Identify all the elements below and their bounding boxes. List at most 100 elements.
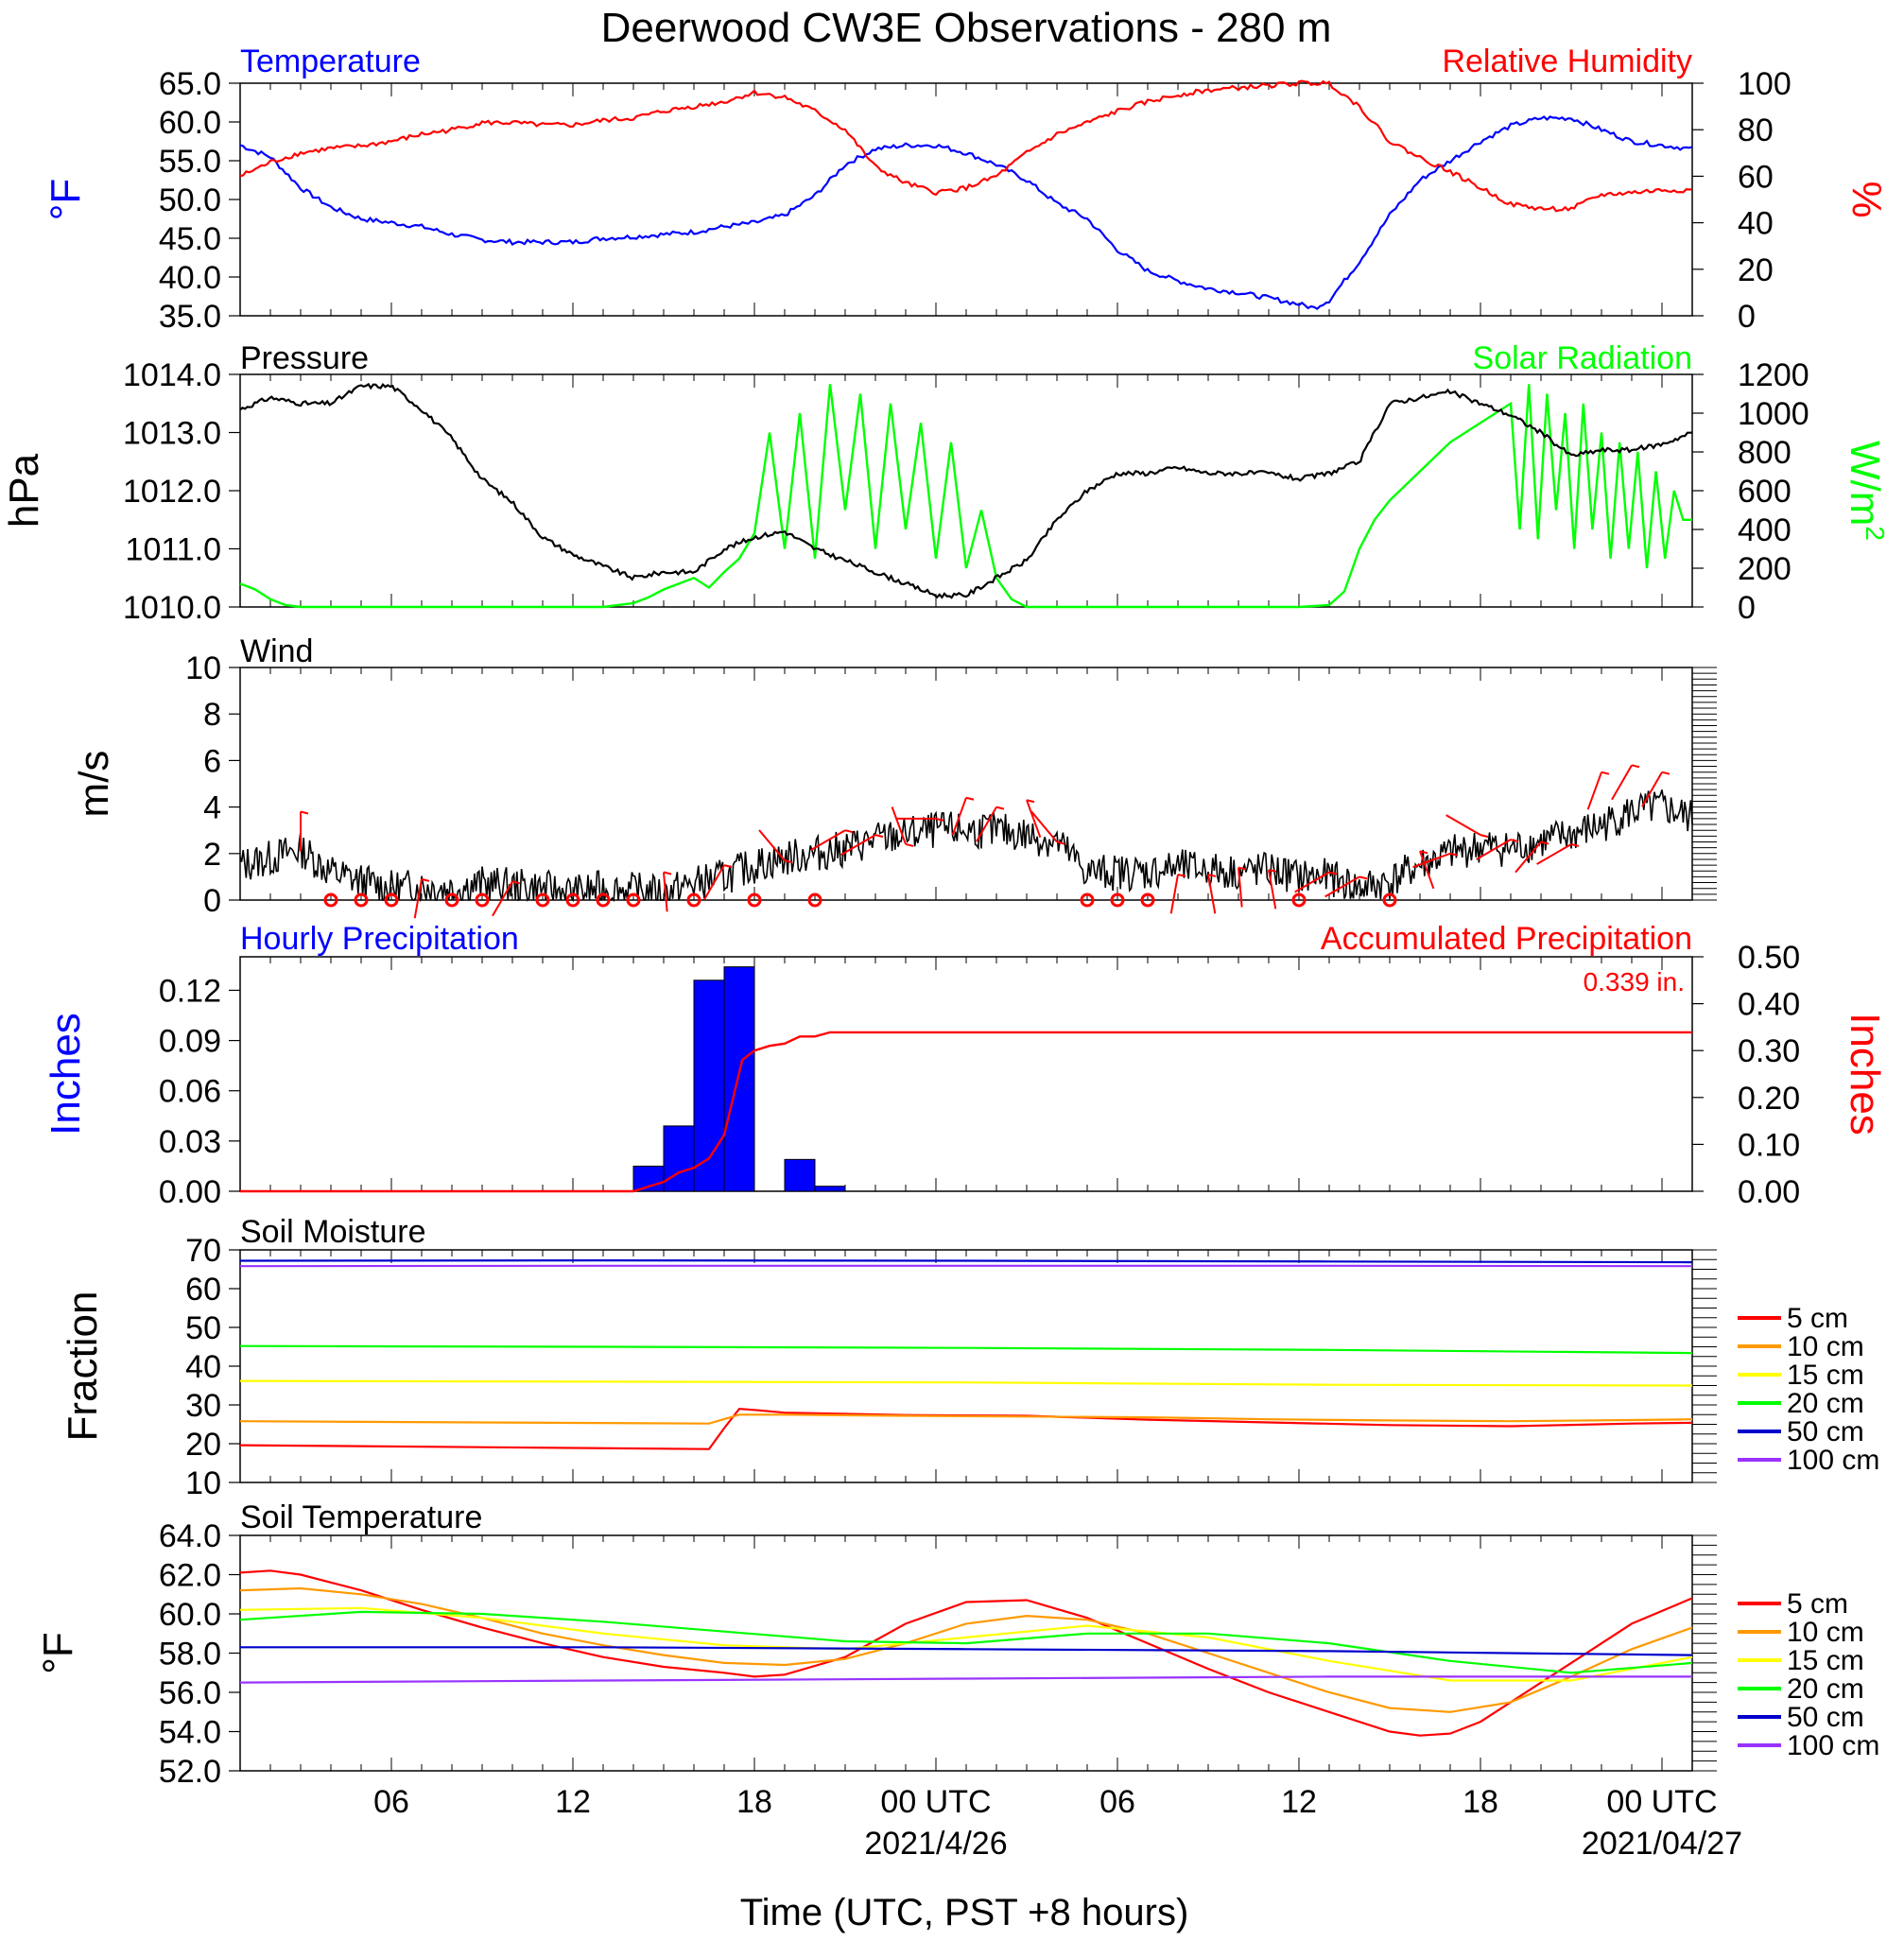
calm-marker — [384, 893, 399, 908]
calm-marker — [1080, 893, 1095, 908]
y-axis-label-left: °F — [43, 179, 89, 220]
series-line-solar — [239, 384, 1692, 609]
y-tick-label: 0.09 — [159, 1024, 221, 1060]
y-tick-label: 40.0 — [159, 260, 221, 296]
y-axis-label-left: hPa — [1, 453, 47, 528]
wind-barb-flag — [1238, 866, 1247, 871]
wind-barb-flag — [1026, 799, 1035, 804]
wind-barb-flag — [784, 859, 793, 864]
y-tick-label: 35.0 — [159, 299, 221, 335]
y-tick-label: 30 — [185, 1388, 221, 1424]
legend-label: 50 cm — [1787, 1416, 1864, 1447]
x-tick-label: 12 — [1281, 1784, 1317, 1820]
precip-bar — [723, 966, 755, 1192]
x-tick-label: 00 UTC — [1606, 1784, 1717, 1820]
legend-label: 100 cm — [1787, 1445, 1879, 1476]
wind-barb — [703, 864, 725, 900]
wind-barb — [492, 880, 513, 917]
series-line-accumulated — [240, 1031, 1692, 1193]
panel-pressure-solar: 1010.0 1011.0 1012.0 1013.0 1014.0 0200400600… — [1, 340, 1890, 626]
calm-marker — [444, 893, 459, 908]
y-tick-label: 0.06 — [159, 1074, 221, 1110]
x-date-label: 2021/4/26 — [864, 1826, 1007, 1862]
series-line-50-cm — [239, 1258, 1693, 1264]
x-tick-label: 06 — [1099, 1784, 1135, 1820]
calm-marker — [354, 893, 369, 908]
calm-marker — [565, 893, 580, 908]
wind-barb-flag — [1601, 771, 1610, 775]
legend-label: 5 cm — [1787, 1303, 1848, 1334]
plot-frame — [239, 667, 1693, 901]
panel-left-title: Soil Moisture — [240, 1214, 426, 1250]
wind-barb-flag — [995, 806, 1005, 810]
y-tick-label: 60.0 — [159, 1597, 221, 1633]
x-date-label: 2021/04/27 — [1582, 1826, 1742, 1862]
y-tick-label-right: 400 — [1738, 512, 1791, 548]
y-tick-label: 58.0 — [159, 1637, 221, 1672]
y-tick-label: 1014.0 — [123, 357, 221, 393]
y-tick-label: 54.0 — [159, 1715, 221, 1751]
y-tick-label: 0.00 — [159, 1174, 221, 1210]
y-tick-label-right: 0.10 — [1738, 1127, 1800, 1163]
y-tick-label-right: 0.00 — [1738, 1174, 1800, 1210]
x-tick-label: 12 — [555, 1784, 591, 1820]
y-tick-label: 0.03 — [159, 1124, 221, 1160]
wind-barb-flag — [905, 842, 914, 847]
panels: 35.040.045.050.055.060.065.0020406080100… — [1, 43, 1890, 1790]
y-axis-label-left: °F — [35, 1632, 81, 1673]
wind-barb-flag — [874, 834, 884, 839]
series-line-50-cm — [240, 1646, 1693, 1656]
calm-marker — [807, 893, 822, 908]
calm-marker — [596, 893, 611, 908]
y-tick-label-right: 0.50 — [1738, 940, 1800, 976]
wind-barb — [1611, 764, 1633, 801]
calm-marker — [1140, 893, 1155, 908]
y-tick-label-right: 0.40 — [1738, 987, 1800, 1023]
panel-temperature-humidity: 35.040.045.050.055.060.065.0 0 20 40 60 80 100… — [43, 43, 1890, 335]
legend-label: 10 cm — [1787, 1617, 1864, 1648]
y-tick-label: 52.0 — [159, 1754, 221, 1790]
y-tick-label-right: 100 — [1738, 66, 1791, 102]
series-line-wind — [239, 789, 1693, 903]
y-tick-label: 60 — [185, 1272, 221, 1308]
wind-barb — [413, 878, 423, 919]
y-tick-label-right: 0.20 — [1738, 1081, 1800, 1117]
calm-marker — [1382, 893, 1397, 908]
accumulated-total-label: 0.339 in. — [1584, 967, 1685, 996]
y-tick-label: 55.0 — [159, 144, 221, 180]
legend-label: 5 cm — [1787, 1588, 1848, 1620]
calm-marker — [535, 893, 550, 908]
calm-marker — [323, 893, 338, 908]
y-tick-label-right: 60 — [1738, 159, 1774, 195]
wind-barb — [976, 806, 997, 842]
calm-marker — [475, 893, 490, 908]
y-axis-label-right: W/m2 — [1842, 441, 1890, 541]
legend-label: 15 cm — [1787, 1360, 1864, 1391]
wind-barb — [1476, 839, 1512, 860]
wind-barb-flag — [1510, 839, 1519, 843]
wind-barb — [1536, 843, 1572, 865]
series-line-20-cm — [239, 1610, 1693, 1674]
wind-barb — [1207, 874, 1217, 914]
y-tick-label-right: 40 — [1738, 206, 1774, 242]
legend-label: 50 cm — [1787, 1702, 1864, 1733]
wind-barb — [1238, 867, 1243, 908]
y-tick-label: 64.0 — [159, 1518, 221, 1554]
wind-barb-flag — [1328, 871, 1338, 875]
y-tick-label-right: 0 — [1738, 299, 1756, 335]
series-line-100-cm — [239, 1675, 1692, 1684]
legend-label: 15 cm — [1787, 1645, 1864, 1676]
y-tick-label: 56.0 — [159, 1675, 221, 1711]
y-tick-label: 70 — [185, 1233, 221, 1269]
series-line-15-cm — [239, 1379, 1693, 1387]
wind-barb — [1169, 874, 1179, 914]
y-axis-label-right: % — [1843, 181, 1890, 217]
wind-barb-flag — [1449, 852, 1459, 857]
y-tick-label: 50 — [185, 1310, 221, 1346]
y-tick-label: 45.0 — [159, 221, 221, 257]
x-tick-label: 18 — [736, 1784, 772, 1820]
wind-barb — [1030, 810, 1058, 843]
wind-barb-flag — [935, 817, 944, 822]
y-tick-label: 40 — [185, 1349, 221, 1385]
